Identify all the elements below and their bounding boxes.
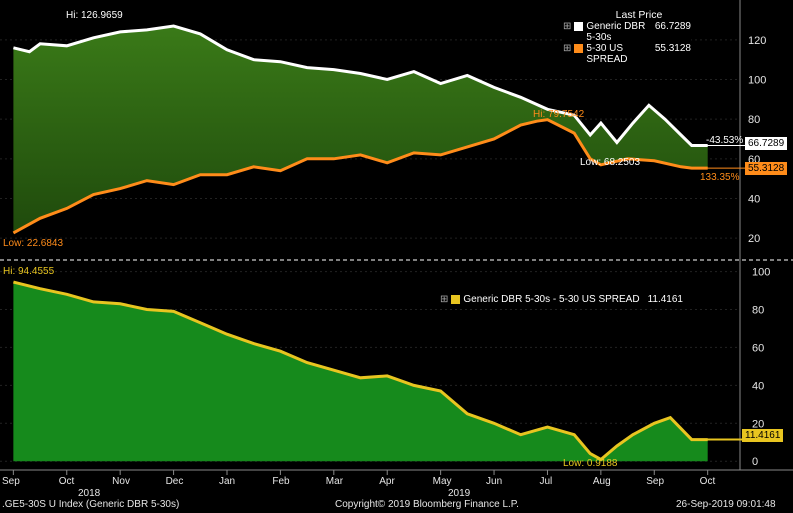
y-tick-label: 100 <box>748 75 766 87</box>
fill-area-top <box>13 26 708 233</box>
legend-label-dbr: Generic DBR 5-30s <box>586 21 646 43</box>
annotation-low-dbr: Low: 68.2503 <box>580 157 640 168</box>
x-tick-label: Jan <box>219 476 235 487</box>
x-tick-label: Jun <box>486 476 502 487</box>
series-line-dbr <box>13 24 708 147</box>
legend-value-diff: 11.4161 <box>647 294 683 305</box>
y-tick-label: 120 <box>748 35 766 47</box>
annotation-low-diff: Low: 0.9188 <box>563 458 618 469</box>
white-swatch-icon <box>574 22 584 31</box>
y-tick-label: 100 <box>752 267 770 279</box>
legend-item-dbr[interactable]: ⊞ Generic DBR 5-30s 66.7289 <box>563 21 691 43</box>
y-tick-label: 60 <box>752 342 764 354</box>
bottom-legend: ⊞ Generic DBR 5-30s - 5-30 US SPREAD 11.… <box>440 294 683 305</box>
x-tick-label: Dec <box>166 476 184 487</box>
x-tick-label: Oct <box>59 476 75 487</box>
x-tick-label: Oct <box>700 476 716 487</box>
legend-label-diff: Generic DBR 5-30s - 5-30 US SPREAD <box>463 294 640 305</box>
last-value-tag-dbr: 66.7289 <box>745 137 788 150</box>
x-tick-label: Feb <box>272 476 290 487</box>
y-tick-label: 20 <box>752 418 764 430</box>
top-legend: Last Price ⊞ Generic DBR 5-30s 66.7289 ⊞… <box>563 9 691 65</box>
x-tick-label: Sep <box>646 476 664 487</box>
annotation-pct-spread: 133.35% <box>700 172 740 183</box>
orange-swatch-icon <box>574 44 584 53</box>
y-tick-label: 80 <box>748 114 760 126</box>
fill-area-bottom <box>13 282 708 462</box>
last-value-tag-diff: 11.4161 <box>742 429 784 442</box>
x-tick-label: Nov <box>112 476 130 487</box>
expand-icon[interactable]: ⊞ <box>563 43 572 54</box>
legend-item-spread[interactable]: ⊞ 5-30 US SPREAD 55.3128 <box>563 43 691 65</box>
footer-copyright: Copyright© 2019 Bloomberg Finance L.P. <box>335 499 519 510</box>
x-tick-label: Apr <box>379 476 395 487</box>
x-tick-label: Aug <box>593 476 611 487</box>
y-tick-label: 0 <box>752 456 758 468</box>
legend-title: Last Price <box>615 9 663 21</box>
x-tick-label: Mar <box>326 476 344 487</box>
y-tick-label: 40 <box>748 194 760 206</box>
series-line-spread <box>12 118 708 235</box>
annotation-pct-dbr: -43.53% <box>706 135 743 146</box>
expand-icon[interactable]: ⊞ <box>563 21 572 32</box>
x-year-label: 2018 <box>78 488 101 499</box>
last-value-tag-spread: 55.3128 <box>745 162 788 175</box>
annotation-hi-diff: Hi: 94.4555 <box>3 266 55 277</box>
x-tick-label: Jul <box>539 476 552 487</box>
x-year-label: 2019 <box>448 488 471 499</box>
annotation-hi-dbr: Hi: 126.9659 <box>66 10 123 21</box>
y-tick-label: 40 <box>752 380 764 392</box>
y-tick-label: 80 <box>752 305 764 317</box>
footer-index-label: .GE5-30S U Index (Generic DBR 5-30s) <box>2 499 180 510</box>
legend-value-dbr: 66.7289 <box>654 21 691 32</box>
y-tick-label: 20 <box>748 233 760 245</box>
annotation-hi-spread: Hi: 79.7542 <box>533 109 585 120</box>
legend-value-spread: 55.3128 <box>654 43 691 54</box>
legend-label-spread: 5-30 US SPREAD <box>586 43 628 65</box>
footer-timestamp: 26-Sep-2019 09:01:48 <box>676 499 776 510</box>
x-tick-label: May <box>433 476 452 487</box>
yellow-swatch-icon <box>451 295 461 304</box>
x-tick-label: Sep <box>2 476 20 487</box>
expand-icon[interactable]: ⊞ <box>440 294 449 305</box>
annotation-low-spread: Low: 22.6843 <box>3 238 63 249</box>
series-line-diff <box>13 280 708 462</box>
